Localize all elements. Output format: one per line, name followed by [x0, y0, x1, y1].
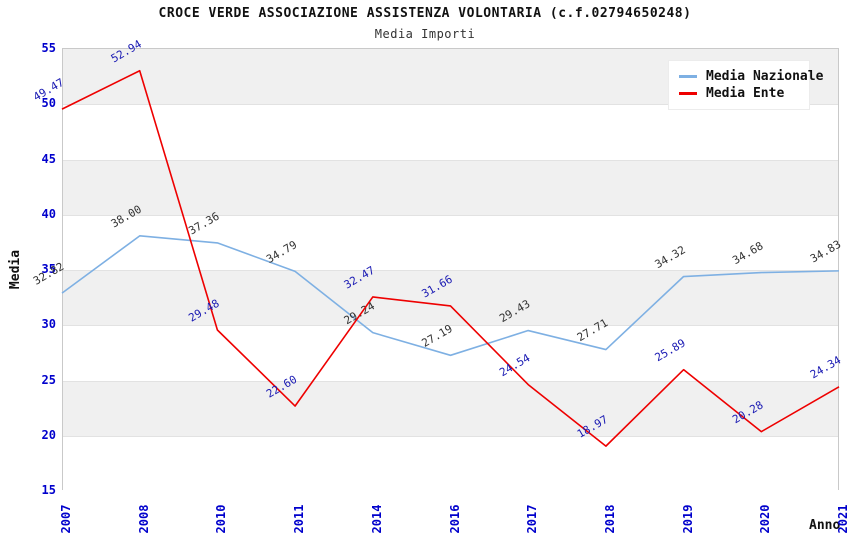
x-axis-tick: 2014	[369, 504, 384, 534]
x-axis-tick: 2019	[680, 504, 695, 534]
y-axis-tick: 30	[41, 317, 56, 332]
x-axis-tick: 2008	[136, 504, 151, 534]
y-axis-tick: 45	[41, 151, 56, 166]
plot-band	[63, 325, 838, 381]
plot-band	[63, 104, 838, 160]
plot-band	[63, 435, 838, 491]
y-axis-tick: 35	[41, 262, 56, 276]
plot-band	[63, 159, 838, 215]
legend-label: Media Nazionale	[706, 69, 824, 84]
plot-band	[63, 380, 838, 436]
x-axis-tick: 2010	[214, 504, 229, 534]
x-axis-tick: 2021	[836, 504, 850, 534]
legend-item-media-ente: Media Ente	[679, 86, 801, 101]
legend-item-media-nazionale: Media Nazionale	[679, 69, 823, 84]
gridline	[63, 270, 838, 271]
x-axis-tick: 2011	[292, 504, 307, 534]
y-axis-tick: 20	[41, 427, 56, 442]
plot-area	[62, 48, 839, 491]
legend-label: Media Ente	[706, 86, 785, 101]
x-axis-label: Anno	[809, 518, 841, 533]
y-axis-tick: 50	[41, 96, 56, 111]
legend-line-swatch-nazionale	[679, 75, 697, 78]
plot-band	[63, 270, 838, 326]
y-axis-tick: 55	[41, 41, 56, 55]
y-axis-tick: 40	[41, 206, 56, 221]
gridline	[63, 214, 838, 216]
x-axis-tick: 2018	[602, 504, 617, 534]
x-axis-tick: 2020	[758, 504, 773, 534]
gridline	[63, 325, 838, 327]
x-axis-tick: 2016	[447, 504, 462, 534]
gridline	[63, 380, 838, 382]
y-axis-tick: 15	[41, 483, 56, 497]
gridline	[63, 435, 838, 437]
x-axis-tick: 2007	[59, 504, 73, 534]
chart-title: CROCE VERDE ASSOCIAZIONE ASSISTENZA VOLO…	[158, 6, 692, 21]
y-axis-tick: 25	[41, 372, 56, 387]
gridline	[63, 159, 838, 161]
y-axis-label: Media	[8, 249, 24, 290]
chart-subtitle: Media Importi	[374, 27, 476, 41]
plot-band	[63, 214, 838, 270]
legend-line-swatch-ente	[679, 92, 697, 95]
x-axis-tick: 2017	[525, 504, 540, 534]
legend: Media Nazionale Media Ente	[668, 60, 823, 110]
